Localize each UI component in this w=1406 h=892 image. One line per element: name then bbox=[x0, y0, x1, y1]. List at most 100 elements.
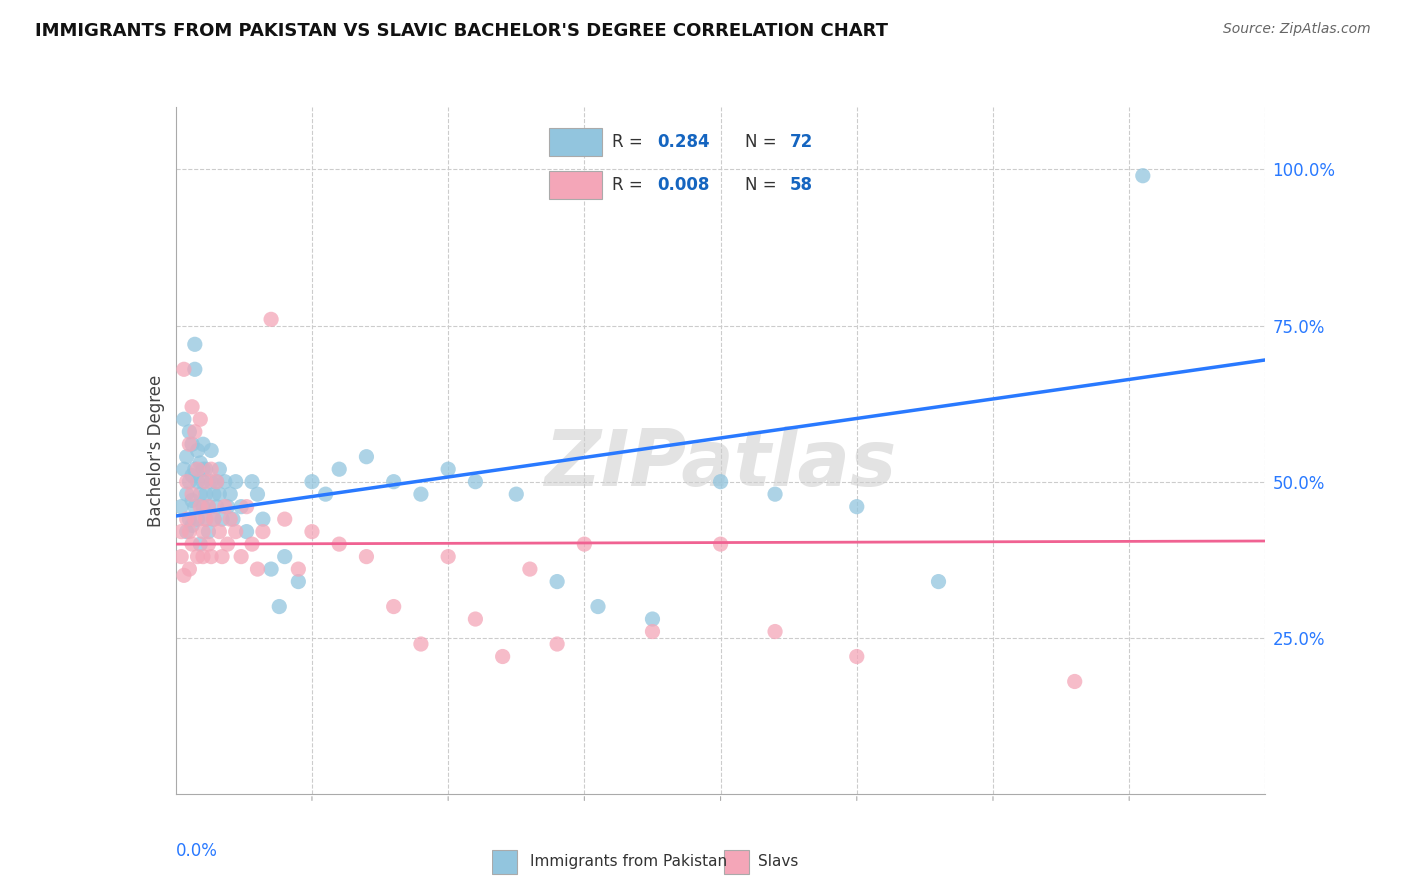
Point bbox=[176, 487, 198, 501]
Point bbox=[179, 425, 201, 439]
Point bbox=[1063, 674, 1085, 689]
Point bbox=[260, 312, 283, 326]
Point bbox=[179, 524, 201, 539]
Point bbox=[191, 475, 214, 489]
Point bbox=[225, 524, 247, 539]
Point bbox=[356, 450, 378, 464]
Point bbox=[586, 599, 609, 614]
Point bbox=[928, 574, 950, 589]
Point bbox=[208, 487, 231, 501]
Point bbox=[641, 612, 664, 626]
Point bbox=[179, 562, 201, 576]
Point bbox=[246, 487, 269, 501]
Point bbox=[219, 512, 242, 526]
Point bbox=[356, 549, 378, 564]
Point bbox=[194, 512, 217, 526]
Point bbox=[574, 537, 596, 551]
Point bbox=[437, 549, 460, 564]
Point bbox=[301, 524, 323, 539]
Point bbox=[184, 512, 207, 526]
Point bbox=[170, 524, 193, 539]
Point bbox=[191, 437, 214, 451]
Text: 0.0%: 0.0% bbox=[176, 842, 218, 860]
Point bbox=[176, 524, 198, 539]
Point bbox=[217, 500, 239, 514]
Point bbox=[184, 500, 207, 514]
Point bbox=[186, 443, 209, 458]
Point bbox=[197, 524, 219, 539]
Point bbox=[194, 462, 217, 476]
Point bbox=[186, 549, 209, 564]
Text: IMMIGRANTS FROM PAKISTAN VS SLAVIC BACHELOR'S DEGREE CORRELATION CHART: IMMIGRANTS FROM PAKISTAN VS SLAVIC BACHE… bbox=[35, 22, 889, 40]
Point bbox=[181, 400, 204, 414]
Point bbox=[179, 512, 201, 526]
Point bbox=[437, 462, 460, 476]
Point bbox=[214, 500, 236, 514]
Point bbox=[188, 456, 211, 470]
Point bbox=[200, 462, 222, 476]
Point bbox=[546, 637, 568, 651]
Point bbox=[382, 599, 405, 614]
Point bbox=[845, 649, 868, 664]
Point bbox=[1132, 169, 1154, 183]
FancyBboxPatch shape bbox=[724, 850, 749, 873]
FancyBboxPatch shape bbox=[492, 850, 517, 873]
Point bbox=[194, 475, 217, 489]
Point bbox=[641, 624, 664, 639]
Point bbox=[219, 487, 242, 501]
Point bbox=[200, 475, 222, 489]
Point bbox=[184, 462, 207, 476]
Point bbox=[181, 518, 204, 533]
Point bbox=[170, 500, 193, 514]
Point bbox=[200, 443, 222, 458]
Point bbox=[845, 500, 868, 514]
Point bbox=[328, 537, 350, 551]
Point bbox=[235, 500, 257, 514]
Text: Source: ZipAtlas.com: Source: ZipAtlas.com bbox=[1223, 22, 1371, 37]
Point bbox=[252, 524, 274, 539]
Point bbox=[240, 537, 263, 551]
Point bbox=[211, 512, 233, 526]
Point bbox=[315, 487, 337, 501]
Point bbox=[188, 412, 211, 426]
Point bbox=[173, 412, 195, 426]
Point bbox=[231, 549, 253, 564]
Point bbox=[205, 475, 228, 489]
Point bbox=[186, 462, 209, 476]
Point bbox=[464, 475, 486, 489]
Text: Slavs: Slavs bbox=[758, 855, 799, 869]
Point bbox=[274, 549, 297, 564]
Point bbox=[240, 475, 263, 489]
Point bbox=[274, 512, 297, 526]
Point bbox=[197, 537, 219, 551]
Point bbox=[252, 512, 274, 526]
Point bbox=[211, 549, 233, 564]
Point bbox=[246, 562, 269, 576]
Point bbox=[173, 462, 195, 476]
Point bbox=[287, 562, 309, 576]
Point bbox=[197, 500, 219, 514]
Point bbox=[184, 425, 207, 439]
Point bbox=[176, 512, 198, 526]
Point bbox=[184, 362, 207, 376]
Point bbox=[181, 437, 204, 451]
Point bbox=[188, 500, 211, 514]
Point bbox=[200, 549, 222, 564]
Point bbox=[222, 512, 245, 526]
Point bbox=[208, 524, 231, 539]
Point bbox=[181, 468, 204, 483]
Point bbox=[191, 524, 214, 539]
Point bbox=[186, 512, 209, 526]
Point bbox=[710, 537, 733, 551]
Point bbox=[202, 512, 225, 526]
Point bbox=[205, 475, 228, 489]
Point bbox=[214, 475, 236, 489]
Point bbox=[184, 337, 207, 351]
Point bbox=[186, 475, 209, 489]
Y-axis label: Bachelor's Degree: Bachelor's Degree bbox=[146, 375, 165, 526]
Point bbox=[176, 475, 198, 489]
Point bbox=[409, 487, 432, 501]
Point bbox=[287, 574, 309, 589]
Point bbox=[505, 487, 527, 501]
Point bbox=[301, 475, 323, 489]
